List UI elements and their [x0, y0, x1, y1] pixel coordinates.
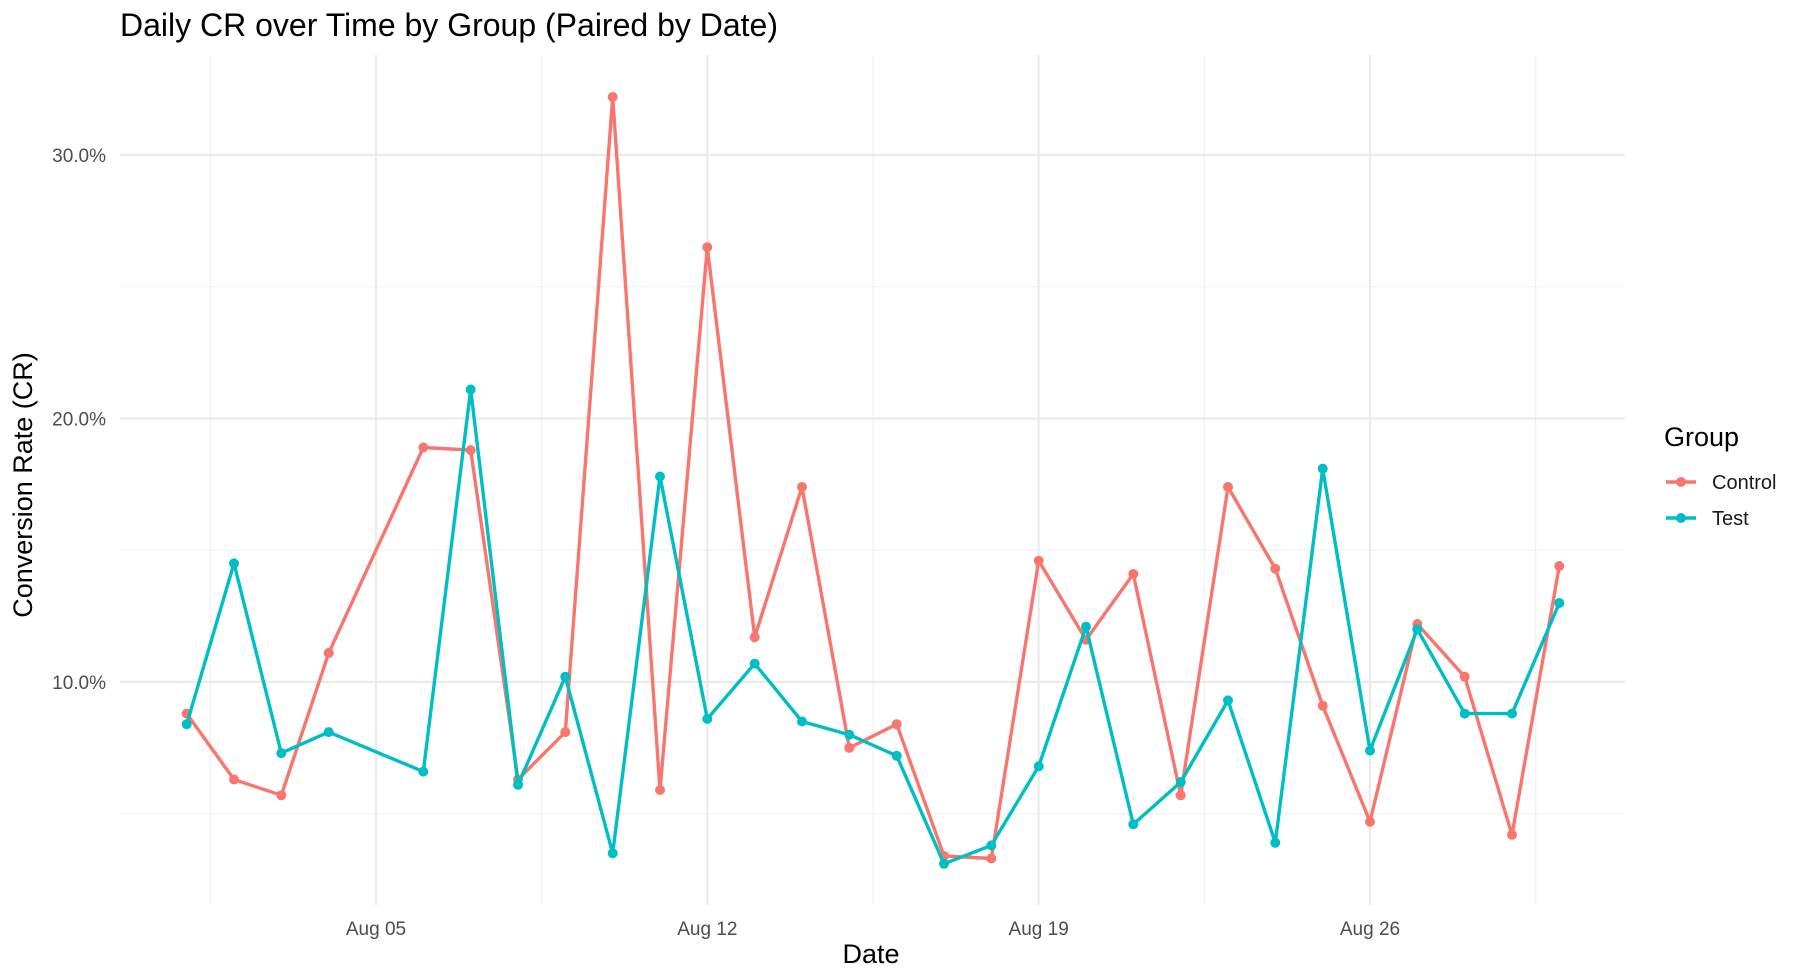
data-point-control [229, 774, 239, 785]
data-point-control [323, 648, 334, 658]
data-point-test [1317, 463, 1328, 474]
data-point-test [1081, 621, 1091, 632]
data-point-test [1365, 745, 1375, 756]
data-point-control [1128, 569, 1139, 579]
data-point-control [1554, 561, 1565, 572]
data-point-control [1365, 816, 1375, 827]
data-point-control [702, 242, 713, 253]
grid [120, 55, 1625, 905]
data-point-test [1507, 708, 1517, 719]
data-point-test [844, 729, 855, 740]
data-point-control [655, 785, 665, 795]
data-point-test [1554, 598, 1565, 608]
series-layer [181, 92, 1565, 869]
legend-items: Control Test [1666, 472, 1776, 530]
plot-area: 10.0% 20.0% 30.0% Aug 05 Aug 12 Aug 19 Aug 26 [52, 55, 1625, 940]
series-test [181, 384, 1565, 869]
legend-label: Test [1712, 508, 1749, 530]
data-point-test [702, 713, 713, 724]
data-point-test [560, 671, 571, 682]
data-point-test [655, 471, 665, 482]
y-tick-label: 30.0% [52, 146, 106, 167]
data-point-control [607, 92, 618, 102]
x-tick-label: Aug 05 [346, 919, 406, 940]
data-point-test [1223, 695, 1233, 706]
data-point-test [323, 727, 334, 738]
legend-point-swatch [1676, 477, 1686, 487]
y-axis-title: Conversion Rate (CR) [8, 352, 38, 618]
legend-point-swatch [1676, 513, 1686, 523]
data-point-test [1033, 761, 1044, 772]
data-point-control [418, 442, 429, 453]
data-point-control [1270, 563, 1281, 574]
x-tick-label: Aug 19 [1009, 919, 1069, 940]
data-point-test [418, 766, 429, 777]
data-point-control [844, 742, 855, 753]
x-tick-label: Aug 12 [677, 919, 737, 940]
data-point-control [986, 853, 997, 864]
data-point-control [1223, 482, 1233, 492]
data-point-control [1175, 790, 1186, 801]
data-point-control [1033, 555, 1044, 566]
data-point-control [465, 445, 476, 456]
data-point-test [891, 750, 902, 761]
chart-title: Daily CR over Time by Group (Paired by D… [120, 7, 778, 43]
data-point-test [276, 748, 287, 759]
legend: Group Control Test [1664, 422, 1776, 530]
data-point-control [797, 482, 807, 492]
legend-item-control: Control [1666, 472, 1776, 494]
data-point-test [1128, 819, 1139, 830]
data-point-test [465, 384, 476, 395]
data-point-test [607, 848, 618, 859]
data-point-test [1175, 777, 1186, 788]
data-point-control [560, 727, 571, 738]
y-axis-ticks: 10.0% 20.0% 30.0% [52, 146, 106, 694]
legend-label: Control [1712, 472, 1776, 494]
data-point-test [986, 840, 997, 851]
x-axis-title: Date [842, 939, 899, 969]
data-point-control [1317, 700, 1328, 711]
x-tick-label: Aug 26 [1340, 919, 1400, 940]
y-tick-label: 20.0% [52, 410, 106, 431]
legend-title: Group [1664, 422, 1739, 452]
data-point-control [1459, 671, 1470, 682]
x-axis-ticks: Aug 05 Aug 12 Aug 19 Aug 26 [346, 919, 1400, 940]
legend-item-test: Test [1666, 508, 1749, 530]
data-point-test [181, 719, 192, 730]
data-point-test [1459, 708, 1470, 719]
data-point-control [1507, 829, 1517, 840]
data-point-test [1412, 624, 1423, 635]
data-point-test [939, 858, 949, 869]
data-point-test [513, 779, 523, 790]
data-point-test [229, 558, 239, 569]
data-point-control [276, 790, 287, 801]
y-tick-label: 10.0% [52, 673, 106, 694]
data-point-test [749, 658, 760, 669]
data-point-control [749, 632, 760, 643]
data-point-control [891, 719, 902, 730]
data-point-test [1270, 837, 1281, 848]
data-point-test [797, 716, 807, 727]
